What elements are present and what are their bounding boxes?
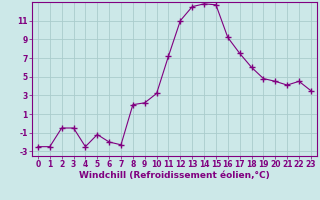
X-axis label: Windchill (Refroidissement éolien,°C): Windchill (Refroidissement éolien,°C) [79, 171, 270, 180]
